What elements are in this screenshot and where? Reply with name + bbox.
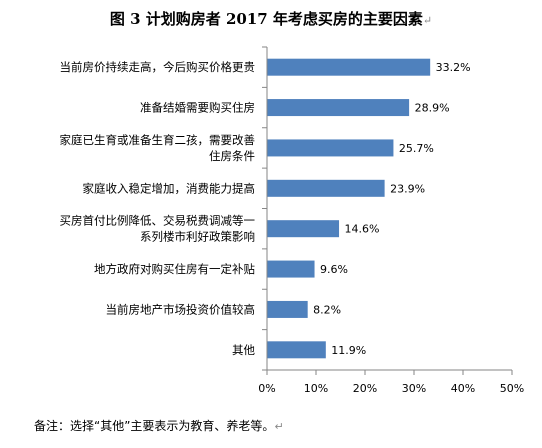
category-label: 系列楼市利好政策影响 <box>140 230 255 244</box>
x-tick-label: 50% <box>500 382 524 395</box>
data-label: 11.9% <box>331 344 366 357</box>
data-label: 8.2% <box>313 303 341 316</box>
category-label: 当前房价持续走高，今后购买价格更贵 <box>60 60 256 74</box>
x-tick-label: 40% <box>451 382 475 395</box>
category-label: 当前房地产市场投资价值较高 <box>106 302 256 316</box>
category-label: 家庭已生育或准备生育二孩，需要改善 <box>60 133 256 147</box>
chart-title: 图 3 计划购房者 2017 年考虑买房的主要因素↵ <box>0 8 542 29</box>
category-label: 地方政府对购买住房有一定补贴 <box>94 262 255 276</box>
x-tick-label: 30% <box>402 382 426 395</box>
x-tick-label: 0% <box>258 382 275 395</box>
category-label: 家庭收入稳定增加，消费能力提高 <box>83 181 256 195</box>
paragraph-mark-icon: ↵ <box>422 14 433 27</box>
bar <box>267 260 315 278</box>
category-label: 准备结婚需要购买住房 <box>140 101 255 115</box>
data-label: 9.6% <box>320 263 348 276</box>
category-label: 其他 <box>232 343 255 357</box>
bar <box>267 220 340 238</box>
category-label: 买房首付比例降低、交易税费调减等一 <box>60 214 256 228</box>
bar <box>267 58 431 76</box>
x-tick-label: 10% <box>304 382 328 395</box>
bar <box>267 341 326 359</box>
paragraph-mark-icon: ↵ <box>274 420 284 433</box>
data-label: 23.9% <box>390 182 425 195</box>
bar <box>267 179 385 197</box>
category-label: 住房条件 <box>209 149 255 163</box>
chart-title-text: 图 3 计划购房者 2017 年考虑买房的主要因素 <box>109 10 423 28</box>
bar <box>267 139 394 157</box>
data-label: 33.2% <box>436 61 471 74</box>
x-tick-label: 20% <box>353 382 377 395</box>
bar <box>267 99 410 117</box>
data-label: 14.6% <box>345 223 380 236</box>
chart-note: 备注：选择“其他”主要表示为教育、养老等。↵ <box>34 417 284 434</box>
chart-note-text: 备注：选择“其他”主要表示为教育、养老等。 <box>34 419 275 433</box>
data-label: 25.7% <box>399 142 434 155</box>
data-label: 28.9% <box>415 102 450 115</box>
bar <box>267 300 308 318</box>
